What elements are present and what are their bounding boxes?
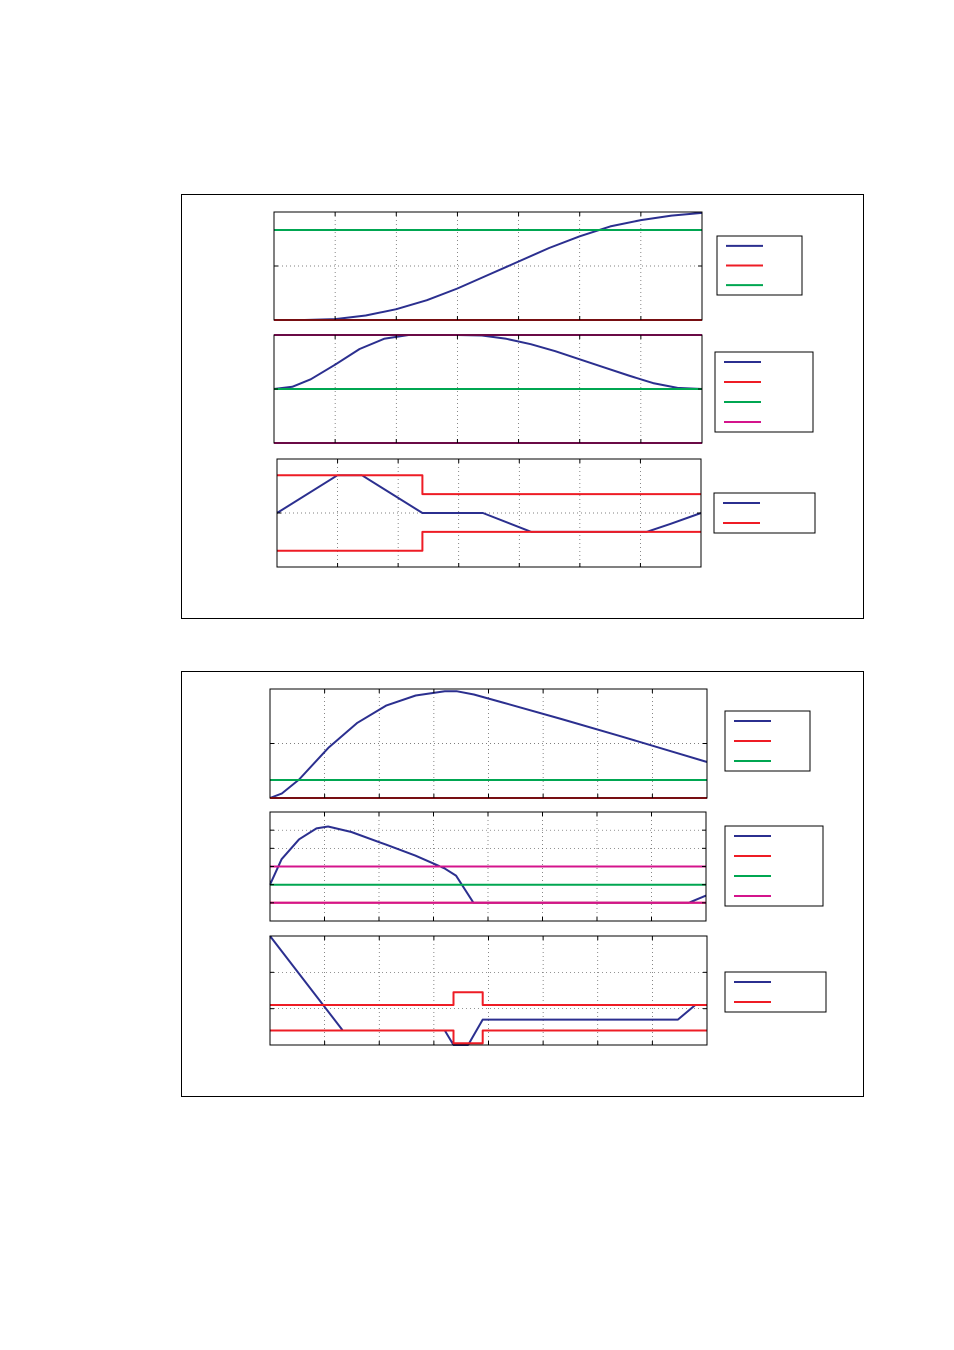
chart-6-legend-box: [724, 971, 827, 1013]
chart-3-series-1-line: [276, 474, 702, 533]
chart-6-series-2-line: [270, 991, 707, 1006]
chart-3-legend-box: [713, 492, 816, 534]
chart-3-series-3-line: [277, 530, 701, 552]
chart-2-legend-box: [714, 351, 814, 433]
chart-5-legend-box: [724, 825, 824, 907]
chart-3-series-2-line: [277, 474, 701, 496]
chart-6-series-3-line: [270, 1029, 707, 1045]
chart-2-series-1-line: [273, 334, 703, 390]
chart-1-series-1-line: [274, 211, 703, 321]
chart-4-series-1-line: [269, 690, 708, 799]
